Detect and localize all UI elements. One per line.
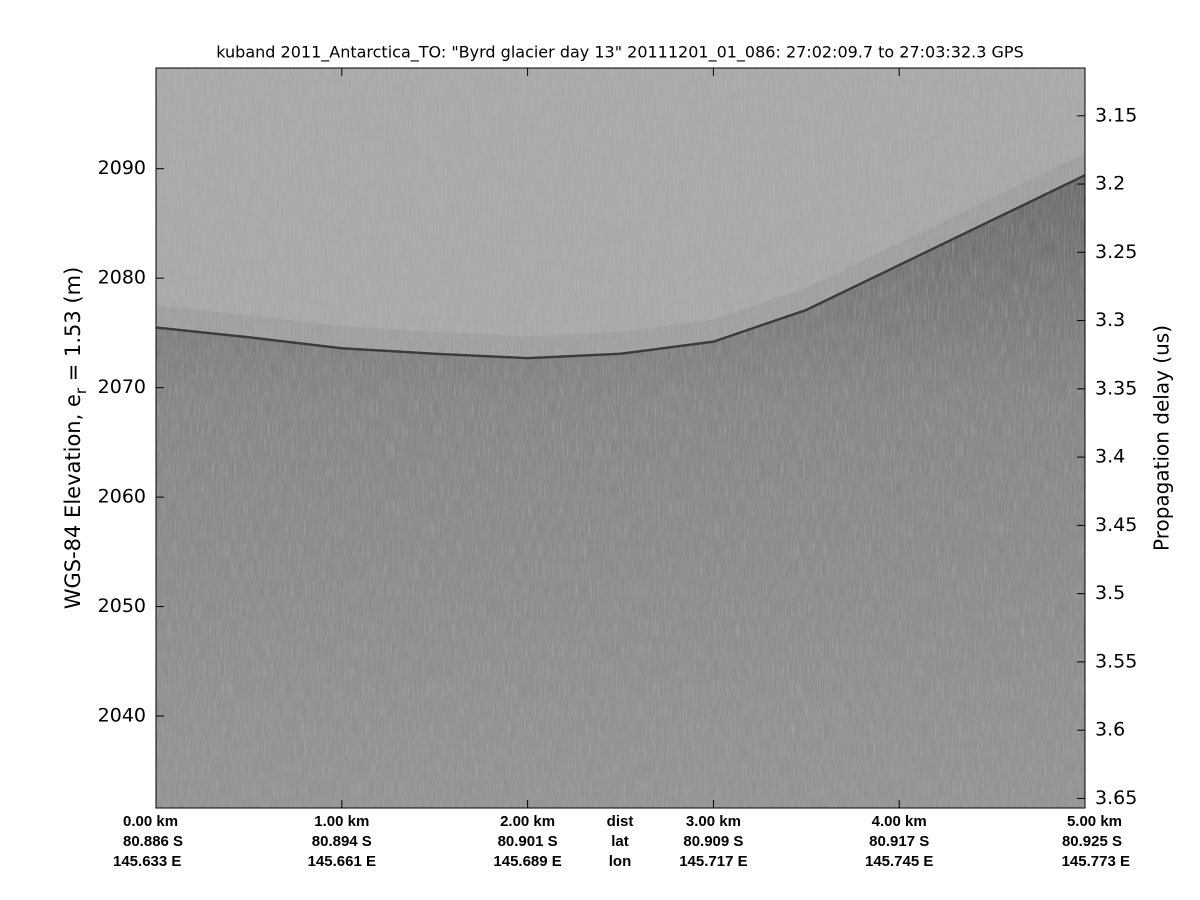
lat-label: 80.886 S	[123, 833, 183, 850]
lon-label: 145.773 E	[1062, 853, 1130, 870]
y2-tick-label: 3.35	[1095, 377, 1137, 399]
y2-tick-label: 3.15	[1095, 104, 1137, 126]
plot-area	[156, 68, 1085, 808]
y-tick-label: 2080	[98, 267, 146, 289]
y-label-main: WGS-84 Elevation, e	[61, 394, 85, 609]
y2-tick-label: 3.45	[1095, 514, 1137, 536]
y2-tick-label: 3.65	[1095, 787, 1137, 809]
y2-tick-label: 3.55	[1095, 650, 1137, 672]
x-tick-label: 4.00 km	[872, 813, 927, 830]
surface-line	[156, 174, 1085, 360]
y2-axis-label: Propagation delay (us)	[1150, 325, 1174, 551]
y2-tick-label: 3.5	[1095, 582, 1125, 604]
lon-label: 145.661 E	[308, 853, 376, 870]
lat-label: 80.894 S	[312, 833, 372, 850]
row-name: dist	[607, 813, 634, 830]
x-tick-label: 0.00 km	[123, 813, 178, 830]
chart-title: kuband 2011_Antarctica_TO: "Byrd glacier…	[216, 43, 1023, 63]
y-tick-label: 2040	[98, 705, 146, 727]
lon-label: 145.745 E	[865, 853, 933, 870]
lon-label: 145.633 E	[113, 853, 181, 870]
speckle	[156, 68, 1085, 808]
y-tick-label: 2050	[98, 595, 146, 617]
lat-label: 80.917 S	[869, 833, 929, 850]
y-tick-label: 2070	[98, 376, 146, 398]
y2-tick-label: 3.3	[1095, 309, 1125, 331]
row-name: lon	[609, 853, 632, 870]
y2-tick-label: 3.25	[1095, 241, 1137, 263]
y2-tick-label: 3.4	[1095, 446, 1125, 468]
x-tick-label: 3.00 km	[686, 813, 741, 830]
axes-box	[155, 67, 1086, 809]
x-tick-label: 2.00 km	[500, 813, 555, 830]
x-tick-label: 5.00 km	[1067, 813, 1122, 830]
y2-tick-label: 3.2	[1095, 173, 1125, 195]
lon-label: 145.717 E	[679, 853, 747, 870]
lon-label: 145.689 E	[493, 853, 561, 870]
y-tick-label: 2060	[98, 486, 146, 508]
lat-label: 80.925 S	[1062, 833, 1122, 850]
y2-tick-label: 3.6	[1095, 719, 1125, 741]
y-axis-label: WGS-84 Elevation, er = 1.53 (m)	[61, 267, 90, 610]
lat-label: 80.909 S	[683, 833, 743, 850]
x-tick-label: 1.00 km	[314, 813, 369, 830]
y-label-rest: = 1.53 (m)	[61, 267, 85, 388]
y-label-sub: r	[72, 387, 90, 394]
y-tick-label: 2090	[98, 157, 146, 179]
lat-label: 80.901 S	[498, 833, 558, 850]
row-name: lat	[611, 833, 629, 850]
